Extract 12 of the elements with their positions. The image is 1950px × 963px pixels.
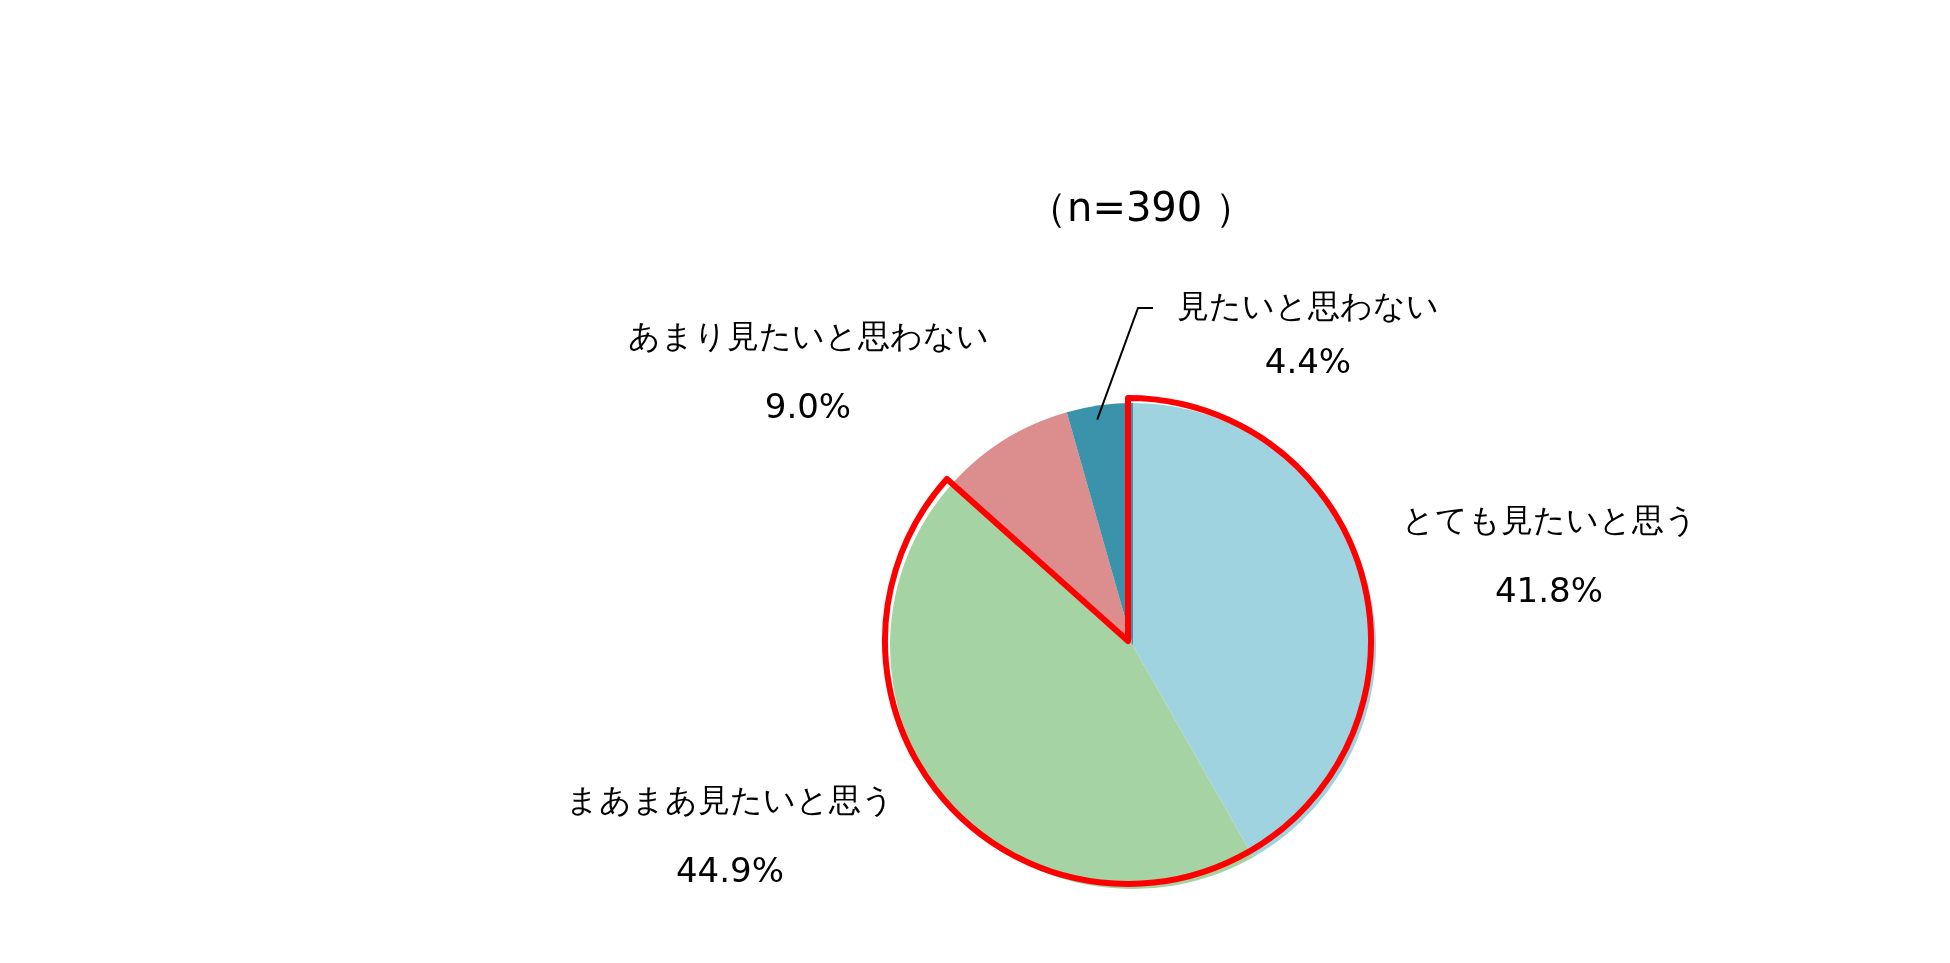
data-label: 44.9% — [675, 849, 785, 890]
slice-label: あまり見たいと思わない — [627, 317, 989, 355]
slice-label: 見たいと思わない — [1177, 287, 1439, 325]
pie-slice — [1133, 403, 1376, 858]
pie-slice — [890, 484, 1254, 889]
slice-label: とても見たいと思う — [1401, 501, 1697, 539]
data-label: 9.0% — [764, 385, 852, 426]
data-label: 41.8% — [1494, 569, 1604, 610]
chart-title: （n=390 ） — [1026, 183, 1256, 232]
data-label: 4.4% — [1264, 340, 1352, 381]
pie-slice — [951, 412, 1133, 646]
slice-label: まあまあ見たいと思う — [566, 781, 894, 819]
